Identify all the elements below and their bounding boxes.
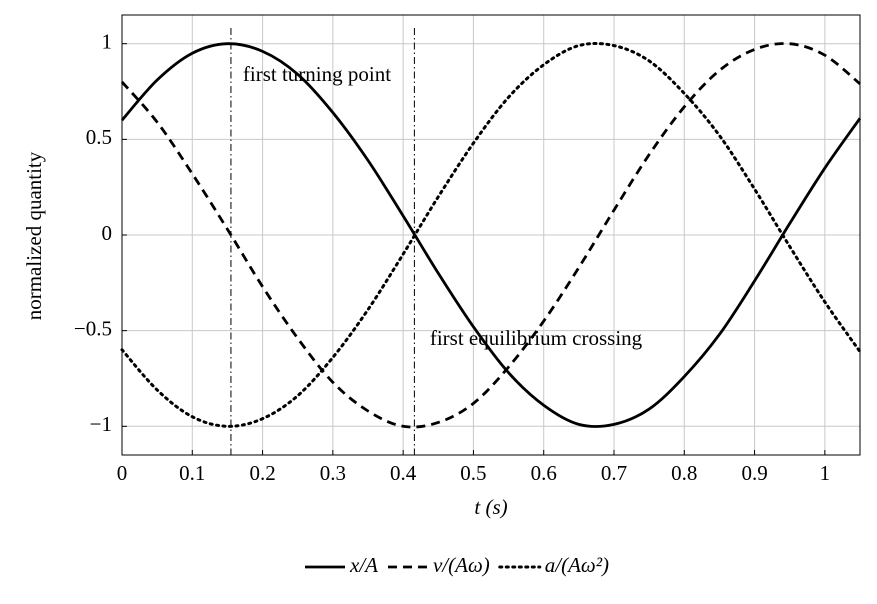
- x-tick-label: 0.6: [531, 461, 557, 485]
- x-tick-label: 0.8: [671, 461, 697, 485]
- legend-label: a/(Aω²): [545, 553, 609, 577]
- plot-frame: [121, 14, 861, 456]
- y-tick-label: 1: [102, 30, 113, 54]
- x-tick-label: 0.7: [601, 461, 627, 485]
- legend-label: v/(Aω): [433, 553, 490, 577]
- x-tick-label: 0.2: [249, 461, 275, 485]
- x-tick-label: 0.1: [179, 461, 205, 485]
- series-line: [120, 41, 862, 428]
- y-axis-label: normalized quantity: [22, 151, 46, 320]
- y-tick-label: −0.5: [74, 316, 112, 340]
- annotation: first equilibrium crossing: [430, 326, 643, 350]
- y-tick-label: 0: [102, 221, 113, 245]
- legend-label: x/A: [349, 553, 378, 577]
- annotation: first turning point: [243, 62, 391, 86]
- x-tick-label: 0.4: [390, 461, 417, 485]
- x-tick-label: 0.3: [320, 461, 346, 485]
- x-tick-label: 0.9: [741, 461, 767, 485]
- x-tick-label: 1: [820, 461, 831, 485]
- y-tick-label: 0.5: [86, 125, 112, 149]
- y-tick-label: −1: [90, 412, 112, 436]
- series-line: [120, 42, 862, 428]
- x-tick-label: 0: [117, 461, 128, 485]
- series-line: [120, 42, 861, 429]
- legend: x/A v/(Aω) a/(Aω²): [305, 553, 609, 577]
- x-tick-label: 0.5: [460, 461, 486, 485]
- x-axis-label: t (s): [474, 495, 507, 519]
